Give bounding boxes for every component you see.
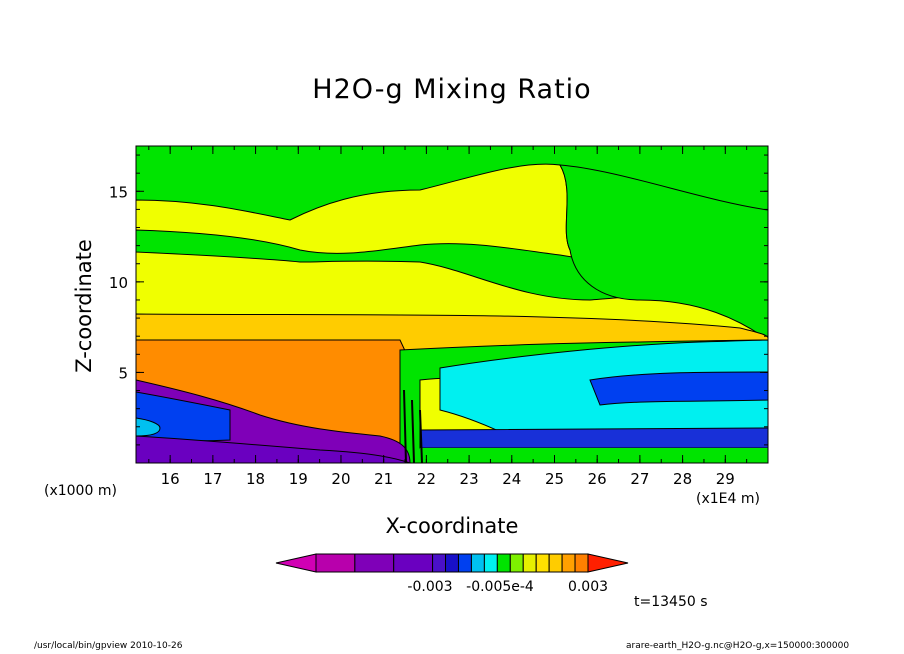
chart-title: H2O-g Mixing Ratio: [312, 74, 592, 105]
colorbar-segment: [522, 553, 537, 573]
colorbar-segment: [574, 553, 589, 573]
footer-left: /usr/local/bin/gpview 2010-10-26: [34, 641, 183, 651]
region-lightpurple-west: [136, 435, 411, 463]
colorbar-arrow-left: [275, 553, 317, 573]
plot-frame: [135, 145, 769, 464]
y-axis-unit: (x1000 m): [44, 483, 117, 499]
x-tick-label: 24: [502, 470, 521, 488]
x-tick-label: 17: [203, 470, 222, 488]
region-blue-bottom: [419, 427, 768, 449]
y-tick-label: 5: [118, 364, 128, 382]
x-tick-label: 25: [545, 470, 564, 488]
colorbar-segment: [470, 553, 485, 573]
time-label: t=13450 s: [634, 594, 708, 610]
colorbar-segment: [354, 553, 395, 573]
colorbar-segment: [509, 553, 524, 573]
colorbar: -0.003 -0.005e-4 0.003: [275, 553, 629, 595]
x-tick-label: 26: [588, 470, 607, 488]
colorbar-segment: [548, 553, 563, 573]
y-tick-label: 15: [109, 183, 128, 201]
x-tick-label: 22: [417, 470, 436, 488]
region-dark-streaks: [403, 389, 423, 463]
x-tick-label: 27: [630, 470, 649, 488]
x-tick-label: 19: [289, 470, 308, 488]
region-green-east: [559, 164, 768, 341]
x-tick-label: 20: [331, 470, 350, 488]
region-bottom-green: [420, 448, 768, 463]
x-tick-label: 28: [673, 470, 692, 488]
colorbar-segment: [483, 553, 498, 573]
x-tick-label: 18: [246, 470, 265, 488]
colorbar-label: -0.005e-4: [466, 579, 534, 595]
x-axis-label: X-coordinate: [385, 514, 519, 538]
colorbar-segment: [561, 553, 576, 573]
y-tick-label: 10: [109, 274, 128, 292]
colorbar-segment: [535, 553, 550, 573]
colorbar-arrow-right: [587, 553, 629, 573]
contour-fill: [136, 146, 768, 463]
x-axis-unit: (x1E4 m): [696, 491, 760, 507]
x-tick-label: 23: [460, 470, 479, 488]
x-tick-label: 29: [716, 470, 735, 488]
colorbar-segment: [393, 553, 434, 573]
y-axis-label: Z-coordinate: [72, 239, 96, 373]
x-tick-label: 21: [374, 470, 393, 488]
x-tick-label: 16: [161, 470, 180, 488]
colorbar-segment: [432, 553, 447, 573]
y-axis-ticks: 5 10 15: [109, 154, 768, 446]
colorbar-segment: [315, 553, 356, 573]
region-cyan-west: [136, 417, 161, 437]
footer-right: arare-earth_H2O-g.nc@H2O-g,x=150000:3000…: [626, 641, 850, 651]
colorbar-segment: [445, 553, 459, 573]
colorbar-label: -0.003: [407, 579, 452, 595]
colorbar-segment: [496, 553, 511, 573]
x-axis-ticks: 16 17 18 19 20 21 22 23 24 25 26 27 28 29: [148, 146, 769, 488]
colorbar-label: 0.003: [568, 579, 608, 595]
colorbar-segment: [457, 553, 472, 573]
region-blue-east: [589, 371, 768, 406]
